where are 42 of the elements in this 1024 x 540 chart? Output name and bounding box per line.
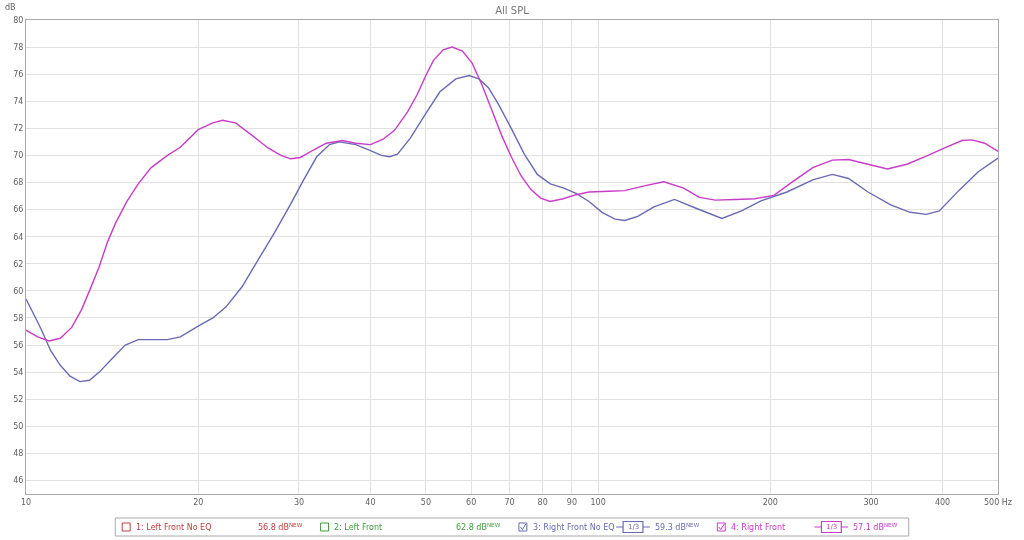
x-tick-label: 60 xyxy=(466,497,477,507)
x-tick-label: 70 xyxy=(504,497,515,507)
x-tick-label: 500 Hz xyxy=(983,497,1013,507)
y-tick-label: 74 xyxy=(13,97,24,107)
y-tick-label: 48 xyxy=(13,449,24,459)
legend-label: 3: Right Front No EQ xyxy=(533,523,615,532)
x-tick-label: 30 xyxy=(293,497,305,507)
x-tick-label: 100 xyxy=(590,497,606,507)
x-tick-label: 50 xyxy=(420,497,431,507)
text: 62.8 dB$^{NEW}$ xyxy=(456,522,501,533)
y-tick-label: 62 xyxy=(13,259,24,269)
y-tick-label: 46 xyxy=(13,476,24,486)
text: 56.8 dB$^{NEW}$ xyxy=(258,522,303,533)
legend-label: 4: Right Front xyxy=(731,523,786,532)
text: 57.1 dB$^{NEW}$ xyxy=(853,522,898,533)
y-tick-label: 64 xyxy=(13,232,24,242)
y-tick-label: 76 xyxy=(13,69,24,79)
y-tick-label: 72 xyxy=(13,124,24,134)
y-tick-label: 70 xyxy=(13,151,24,161)
y-tick-label: 52 xyxy=(13,395,24,404)
x-tick-label: 80 xyxy=(537,497,548,507)
y-axis-title: dB xyxy=(5,3,16,12)
legend-label: 1: Left Front No EQ xyxy=(136,523,212,532)
text: 59.3 dB$^{NEW}$ xyxy=(655,522,700,533)
y-tick-label: 80 xyxy=(13,15,24,25)
legend-label: 2: Left Front xyxy=(334,523,383,532)
y-tick-label: 66 xyxy=(13,205,24,215)
y-tick-label: 68 xyxy=(13,178,24,188)
x-tick-label: 40 xyxy=(365,497,376,507)
y-tick-label: 60 xyxy=(13,286,24,296)
x-tick-label: 200 xyxy=(762,497,778,507)
y-tick-label: 78 xyxy=(13,42,24,52)
y-tick-label: 50 xyxy=(13,422,24,432)
y-tick-label: 56 xyxy=(13,340,24,350)
x-tick-label: 300 xyxy=(863,497,879,507)
y-tick-label: 58 xyxy=(13,313,24,323)
chart-title: All SPL xyxy=(495,4,530,16)
x-tick-label: 90 xyxy=(566,497,578,507)
x-tick-label: 400 xyxy=(934,497,951,507)
y-tick-label: 54 xyxy=(13,367,24,377)
x-tick-label: 10 xyxy=(20,497,32,507)
x-tick-label: 20 xyxy=(193,497,204,507)
